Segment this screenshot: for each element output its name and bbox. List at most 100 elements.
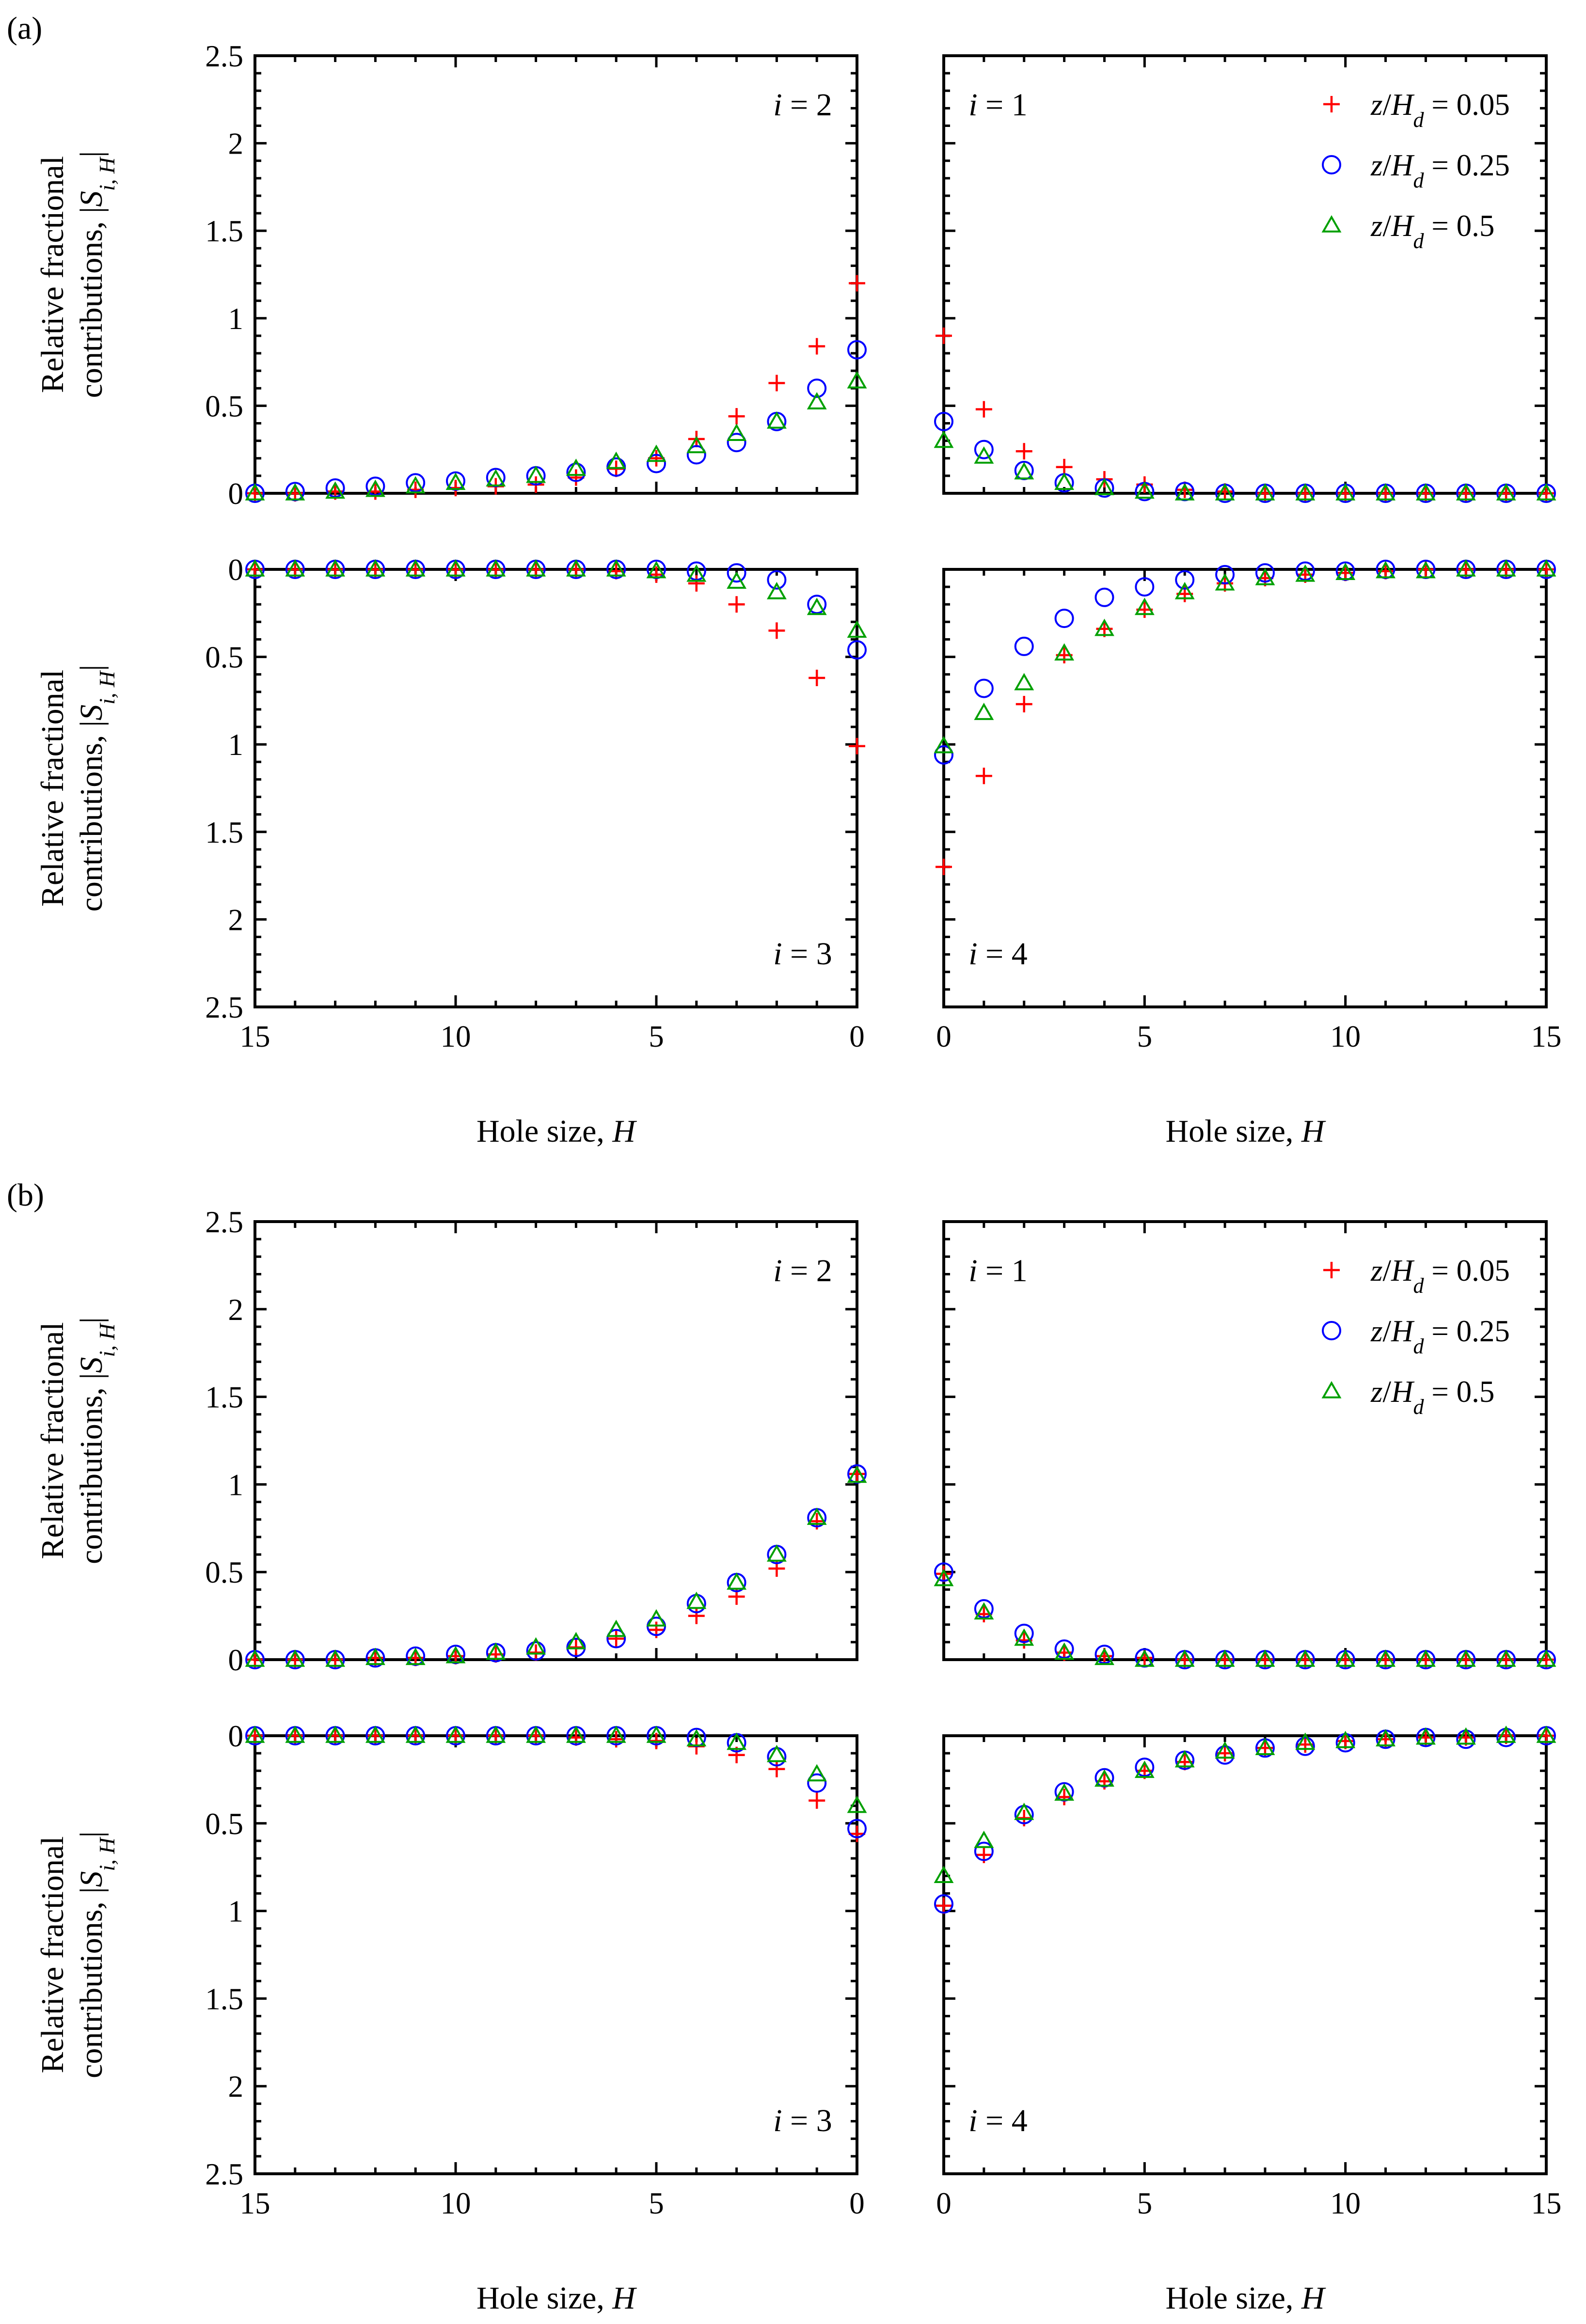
marker-triangle bbox=[1456, 1649, 1476, 1667]
marker-triangle bbox=[1335, 563, 1356, 580]
marker-triangle bbox=[445, 559, 466, 577]
marker-plus bbox=[936, 1897, 952, 1914]
marker-triangle bbox=[1054, 472, 1075, 490]
legend-marker-circle bbox=[1322, 155, 1341, 174]
marker-triangle bbox=[807, 1507, 827, 1525]
marker-triangle bbox=[1215, 483, 1235, 501]
marker-triangle bbox=[1014, 1803, 1034, 1820]
marker-triangle bbox=[1134, 597, 1155, 615]
panel-b-i1: i = 1 z/Hd = 0.05 z/Hd = 0.25 z/Hd = 0.5 bbox=[934, 1220, 1556, 1669]
marker-triangle bbox=[606, 559, 626, 577]
marker-triangle bbox=[325, 481, 346, 499]
marker-circle bbox=[807, 1773, 827, 1793]
legend-marker-triangle bbox=[1321, 1381, 1342, 1398]
marker-triangle bbox=[934, 430, 954, 448]
y-tick-label: 1.5 bbox=[205, 1381, 243, 1414]
marker-triangle bbox=[1094, 618, 1114, 636]
marker-circle bbox=[1175, 570, 1195, 590]
panel-label: i = 1 bbox=[968, 87, 1028, 123]
marker-circle bbox=[1295, 1736, 1315, 1756]
panel-a-i1: i = 1 z/Hd = 0.05 z/Hd = 0.25 z/Hd = 0.5 bbox=[934, 54, 1556, 503]
marker-circle bbox=[1014, 1623, 1034, 1643]
marker-circle bbox=[847, 640, 867, 660]
x-tick-label: 5 bbox=[1137, 1020, 1153, 1053]
marker-triangle bbox=[646, 444, 666, 462]
marker-triangle bbox=[1174, 1649, 1195, 1667]
panel-label: i = 4 bbox=[968, 936, 1028, 972]
y-tick-label: 1.5 bbox=[205, 214, 243, 248]
marker-triangle bbox=[766, 411, 787, 429]
plot-frame bbox=[254, 1220, 858, 1661]
marker-triangle bbox=[1215, 1741, 1235, 1759]
data-marks bbox=[245, 1464, 867, 1669]
marker-triangle bbox=[245, 1725, 265, 1743]
x-axis-title: Hole size, H bbox=[476, 1114, 637, 1149]
marker-triangle bbox=[1054, 643, 1075, 661]
data-marks bbox=[934, 1725, 1556, 1914]
marker-triangle bbox=[1255, 568, 1275, 585]
marker-plus bbox=[648, 566, 665, 583]
marker-triangle bbox=[1496, 483, 1516, 501]
marker-triangle bbox=[1415, 1649, 1436, 1667]
marker-triangle bbox=[1014, 673, 1034, 691]
marker-triangle bbox=[974, 703, 994, 720]
marker-circle bbox=[847, 1819, 867, 1838]
marker-triangle bbox=[766, 1544, 787, 1562]
marker-circle bbox=[974, 678, 994, 698]
figure-label: (b) bbox=[7, 1178, 44, 1213]
marker-circle bbox=[606, 1629, 626, 1649]
marker-triangle bbox=[566, 458, 586, 476]
marker-plus bbox=[768, 622, 785, 639]
marker-triangle bbox=[1174, 483, 1195, 501]
marker-triangle bbox=[847, 1795, 867, 1813]
marker-triangle bbox=[1054, 1642, 1075, 1660]
marker-triangle bbox=[934, 736, 954, 754]
marker-triangle bbox=[486, 1725, 506, 1743]
data-marks bbox=[934, 327, 1556, 503]
marker-circle bbox=[934, 745, 953, 765]
y-tick-label: 2 bbox=[228, 1293, 244, 1327]
y-tick-label: 1.5 bbox=[205, 816, 243, 849]
marker-circle bbox=[647, 454, 666, 473]
legend-entry: z/Hd = 0.25 bbox=[1370, 1314, 1510, 1358]
y-tick-label: 1 bbox=[228, 1468, 244, 1502]
marker-circle bbox=[727, 433, 746, 453]
marker-triangle bbox=[285, 483, 305, 501]
marker-circle bbox=[934, 1562, 953, 1582]
marker-circle bbox=[1094, 587, 1114, 607]
x-tick-label: 10 bbox=[441, 2186, 471, 2220]
marker-triangle bbox=[1094, 1648, 1114, 1665]
marker-triangle bbox=[807, 1764, 827, 1782]
legend-marker-circle bbox=[1322, 1321, 1341, 1340]
marker-triangle bbox=[1496, 1725, 1516, 1743]
marker-plus bbox=[849, 275, 865, 292]
marker-plus bbox=[728, 408, 745, 425]
x-tick-label: 5 bbox=[649, 1020, 664, 1053]
marker-circle bbox=[934, 1894, 953, 1914]
marker-plus bbox=[936, 859, 952, 876]
marker-triangle bbox=[1255, 1649, 1275, 1667]
y-tick-label: 0.5 bbox=[205, 389, 243, 423]
plot-frame bbox=[942, 568, 1548, 1008]
panel-a-i3: 0 0.5 1 1.5 2 2.5 Relative fractional contribut… bbox=[35, 553, 867, 1149]
marker-triangle bbox=[285, 1725, 305, 1743]
plot-frame bbox=[942, 54, 1548, 495]
marker-triangle bbox=[1215, 573, 1235, 591]
x-tick-label: 15 bbox=[1531, 2186, 1562, 2220]
marker-plus bbox=[1015, 443, 1032, 460]
marker-circle bbox=[974, 440, 994, 459]
marker-plus bbox=[728, 596, 745, 613]
marker-triangle bbox=[686, 1729, 707, 1746]
marker-triangle bbox=[766, 581, 787, 599]
marker-triangle bbox=[365, 1725, 385, 1743]
plot-frame bbox=[254, 54, 858, 495]
marker-triangle bbox=[245, 483, 265, 501]
marker-triangle bbox=[1536, 1649, 1556, 1667]
y-axis-title: Relative fractional contributions, |Si, H… bbox=[35, 151, 119, 398]
marker-triangle bbox=[1134, 481, 1155, 499]
data-marks bbox=[245, 275, 867, 503]
marker-triangle bbox=[1134, 1760, 1155, 1778]
marker-triangle bbox=[1335, 1730, 1356, 1748]
marker-triangle bbox=[526, 1725, 546, 1743]
marker-triangle bbox=[1054, 1783, 1075, 1801]
